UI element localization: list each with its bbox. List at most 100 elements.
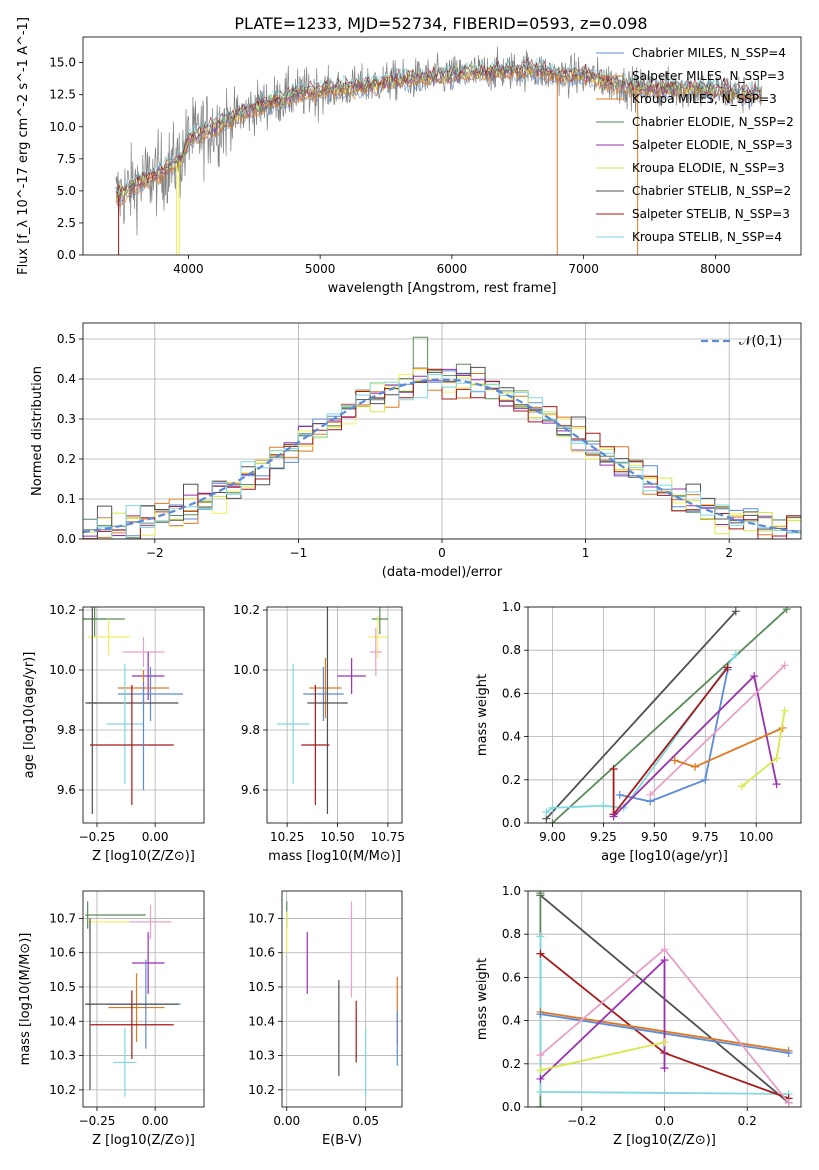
x-axis-label: (data-model)/error	[382, 565, 503, 580]
tick-label-y: 0.5	[57, 332, 76, 346]
weight-marker	[536, 1051, 545, 1060]
tick-label-y: 10.7	[248, 911, 275, 925]
tick-label-x: 0.00	[273, 1114, 300, 1128]
spectrum-model-line	[115, 62, 762, 203]
weight-marker	[780, 661, 789, 670]
tick-label-y: 1.0	[502, 600, 521, 614]
weight-marker	[731, 650, 740, 659]
tick-label-y: 9.8	[241, 723, 260, 737]
tick-label-x: 9.25	[590, 830, 617, 844]
tick-label-y: 0.6	[502, 686, 521, 700]
weight-marker	[782, 607, 791, 614]
tick-label-y: 10.0	[49, 120, 76, 134]
tick-label-y: 5.0	[57, 184, 76, 198]
plot-area-massweight-vs-Z	[536, 891, 793, 1107]
axes-frame	[82, 606, 205, 824]
weight-marker	[536, 1066, 545, 1075]
tick-label-y: 10.2	[49, 603, 76, 617]
tick-label-y: 0.1	[57, 492, 76, 506]
weight-marker	[646, 790, 655, 799]
legend-entry: Salpeter MILES, N_SSP=3	[632, 69, 785, 83]
plot-area-residuals	[83, 336, 801, 539]
panel-age-vs-mass: 10.25 10.50 10.75 9.6 9.8 10.0 10.2 mass [log10…	[233, 603, 405, 864]
plot-area-mass-vs-EBV	[286, 901, 398, 1097]
tick-label-x: 1	[582, 546, 590, 560]
tick-label-x: −2	[146, 546, 164, 560]
tick-label-x: 9.75	[692, 830, 719, 844]
plot-area-age-vs-mass	[277, 607, 388, 814]
tick-label-y: 10.0	[233, 663, 260, 677]
tick-label-y: 0.2	[502, 1057, 521, 1071]
legend-entry: 𝒩(0,1)	[739, 334, 782, 349]
tick-label-y: 10.4	[248, 1014, 275, 1028]
panel-mass-vs-Z: −0.25 0.00 10.2 10.3 10.4 10.5 10.6 10.7 Z [log1…	[18, 890, 205, 1148]
tick-label-y: 0.4	[502, 730, 521, 744]
weight-marker	[609, 765, 618, 773]
legend-entry: Kroupa ELODIE, N_SSP=3	[632, 161, 785, 175]
weight-series-line	[619, 669, 729, 803]
weight-marker	[536, 891, 545, 898]
tick-label-x: 10.25	[270, 830, 304, 844]
y-axis-label: mass weight	[475, 674, 490, 756]
weight-marker	[536, 1103, 545, 1107]
tick-label-y: 10.3	[49, 1049, 76, 1063]
figure-title: PLATE=1233, MJD=52734, FIBERID=0593, z=0…	[234, 14, 647, 33]
legend-entry: Chabrier MILES, N_SSP=4	[632, 46, 786, 60]
y-axis-label: age [log10(age/yr)]	[22, 652, 37, 779]
tick-label-y: 0.8	[502, 643, 521, 657]
tick-label-x: 10.00	[739, 830, 773, 844]
tick-label-y: 12.5	[49, 88, 76, 102]
tick-label-y: 10.5	[49, 980, 76, 994]
plot-area-spectrum	[115, 46, 762, 255]
tick-label-x: 0.05	[352, 1114, 379, 1128]
normal-distribution-curve	[83, 378, 801, 534]
tick-label-y: 10.6	[248, 946, 275, 960]
y-axis-label: mass weight	[475, 958, 490, 1040]
legend-entry: Chabrier STELIB, N_SSP=2	[632, 184, 791, 198]
y-axis-label: Flux [f_λ 10^-17 erg cm^-2 s^-1 A^-1]	[16, 17, 31, 275]
weight-marker	[750, 672, 759, 681]
y-axis-label: mass [log10(M/M⊙)]	[18, 933, 33, 1066]
tick-label-y: 0.0	[502, 1100, 521, 1114]
tick-label-x: 9.50	[641, 830, 668, 844]
tick-label-y: 0.4	[502, 1014, 521, 1028]
weight-marker	[660, 956, 669, 965]
panel-residuals: −2 −1 0 1 2 0.0 0.1 0.2 0.3 0.4 0.5 (data-model)/er…	[30, 322, 802, 580]
tick-label-y: 0.6	[502, 970, 521, 984]
tick-label-y: 10.0	[49, 663, 76, 677]
axes-frame	[527, 890, 802, 1108]
legend-entry: Chabrier ELODIE, N_SSP=2	[632, 115, 794, 129]
weight-marker	[542, 808, 551, 817]
spectrum-model-line	[115, 63, 762, 202]
tick-label-y: 10.6	[49, 946, 76, 960]
tick-label-x: 0.0	[655, 1114, 674, 1128]
tick-label-y: 2.5	[57, 216, 76, 230]
plot-area-age-vs-Z	[83, 607, 184, 814]
legend-entry: Kroupa STELIB, N_SSP=4	[632, 230, 782, 244]
weight-marker	[536, 1074, 545, 1083]
weight-marker	[670, 756, 679, 765]
tick-label-x: −0.25	[79, 1114, 116, 1128]
tick-label-x: 0.00	[142, 830, 169, 844]
tick-label-x: 10.50	[320, 830, 354, 844]
tick-label-x: −0.2	[567, 1114, 596, 1128]
axes-frame	[82, 36, 802, 256]
tick-label-y: 9.6	[241, 783, 260, 797]
tick-label-y: 10.2	[248, 1083, 275, 1097]
axes-frame	[82, 890, 205, 1108]
histogram-series	[83, 368, 801, 539]
weight-marker	[536, 949, 545, 958]
tick-label-x: 9.00	[539, 830, 566, 844]
tick-label-x: 7000	[568, 262, 599, 276]
weight-marker	[660, 1038, 669, 1047]
weight-marker	[660, 1064, 669, 1073]
axes-frame	[281, 890, 403, 1108]
panel-massweight-vs-Z: −0.2 0.0 0.2 0.0 0.2 0.4 0.6 0.8 1.0 Z [log10(Z/Z…	[475, 884, 802, 1148]
tick-label-y: 1.0	[502, 884, 521, 898]
spectrum-model-line	[115, 57, 762, 193]
weight-marker	[548, 819, 557, 823]
weight-series-line	[612, 666, 729, 818]
weight-marker	[609, 812, 618, 821]
weight-marker	[772, 754, 781, 763]
